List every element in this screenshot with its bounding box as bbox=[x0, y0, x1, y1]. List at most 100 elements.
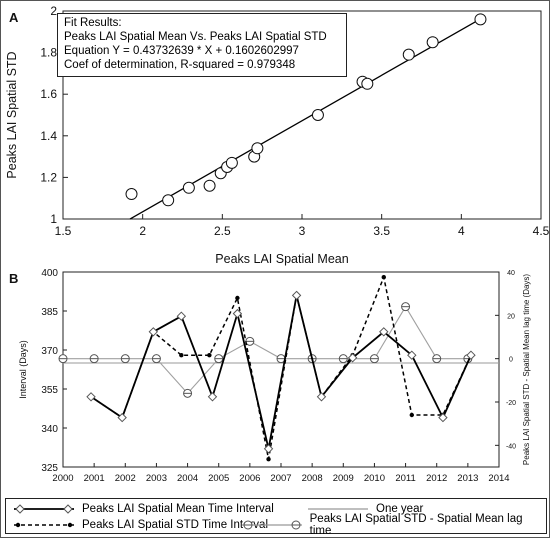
fit-title: Fit Results: bbox=[64, 17, 122, 29]
panel-b-x-tick-label: 2006 bbox=[239, 473, 260, 484]
panel-a-data-point bbox=[225, 156, 238, 169]
panel-b-x-tick-label: 2004 bbox=[177, 473, 198, 484]
legend-item-mean-interval: Peaks LAI Spatial Mean Time Interval bbox=[12, 501, 274, 517]
panel-a-data-point bbox=[203, 179, 216, 192]
panel-b-plot-area bbox=[62, 271, 500, 468]
panel-a-y-tick-label: 1 bbox=[50, 212, 57, 226]
panel-a-data-point bbox=[361, 77, 374, 90]
panel-a-data-point bbox=[311, 109, 324, 121]
panel-b-x-tick-label: 2007 bbox=[270, 473, 291, 484]
panel-a-x-tick-label: 2 bbox=[139, 224, 146, 238]
panel-b-y-tick-label: 325 bbox=[41, 463, 58, 474]
legend-label-mean-interval: Peaks LAI Spatial Mean Time Interval bbox=[82, 503, 274, 515]
panel-b-mean-interval-marker bbox=[86, 392, 96, 402]
panel-b-mean-interval-marker bbox=[232, 308, 243, 319]
panel-b-mean-interval-marker bbox=[438, 412, 448, 423]
legend-swatch-grey-line bbox=[308, 508, 368, 510]
panel-b-x-tick-label: 2005 bbox=[208, 473, 229, 484]
panel-a-x-tick-label: 4 bbox=[458, 224, 465, 238]
panel-b-y2-tick-label: 20 bbox=[507, 313, 515, 320]
fit-equation: Equation Y = 0.43732639 * X + 0.16026029… bbox=[64, 45, 299, 57]
panel-b-x-tick-label: 2008 bbox=[302, 473, 323, 484]
panel-b-mean-interval-line bbox=[90, 295, 472, 450]
panel-a-x-tick-label: 4.5 bbox=[533, 224, 550, 238]
panel-b-mean-interval-marker bbox=[207, 392, 218, 402]
legend-label-one-year: One year bbox=[376, 503, 424, 515]
panel-b-mean-interval-marker bbox=[379, 327, 389, 337]
fit-description: Peaks LAI Spatial Mean Vs. Peaks LAI Spa… bbox=[64, 31, 327, 43]
panel-a-data-point bbox=[182, 181, 195, 194]
panel-b-std-interval-marker bbox=[409, 412, 414, 418]
legend-item-one-year: One year bbox=[306, 501, 423, 517]
panel-a-data-point bbox=[125, 188, 138, 201]
panel-b-x-tick-label: 2000 bbox=[52, 473, 73, 484]
fit-results-box: Fit Results: Peaks LAI Spatial Mean Vs. … bbox=[57, 13, 347, 77]
panel-a-data-point bbox=[426, 36, 439, 49]
panel-b-x-tick-label: 2010 bbox=[364, 473, 385, 484]
panel-b-mean-interval-marker bbox=[263, 444, 274, 454]
panel-b-x-tick-label: 2002 bbox=[115, 473, 136, 484]
panel-b-mean-interval-marker bbox=[347, 353, 358, 363]
panel-b-x-tick-label: 2001 bbox=[84, 473, 105, 484]
legend-label-std-interval: Peaks LAI Spatial STD Time Interval bbox=[82, 519, 268, 531]
panel-b-mean-interval-marker bbox=[148, 327, 159, 337]
panel-a-x-axis-label: Peaks LAI Spatial Mean bbox=[215, 252, 348, 266]
panel-b-x-tick-label: 2013 bbox=[457, 473, 478, 484]
panel-a-y-tick-label: 1.2 bbox=[40, 170, 57, 184]
panel-b-mean-interval-marker bbox=[117, 412, 127, 423]
fit-r-squared: Coef of determination, R-squared = 0.979… bbox=[64, 59, 296, 71]
legend-swatch-dashed-line bbox=[14, 522, 74, 528]
panel-b-y-tick-label: 355 bbox=[41, 385, 58, 396]
legend-label-lag-time: Peaks LAI Spatial STD - Spatial Mean lag… bbox=[309, 513, 523, 537]
panel-b-y2-tick-label: 40 bbox=[507, 270, 515, 277]
panel-a-y-tick-label: 1.6 bbox=[40, 87, 57, 101]
panel-b-y2-tick-label: 0 bbox=[509, 357, 513, 364]
panel-a-x-tick-label: 1.5 bbox=[55, 224, 72, 238]
panel-b-std-interval-marker bbox=[179, 353, 184, 358]
panel-b-y-tick-label: 400 bbox=[41, 268, 58, 279]
panel-b-std-interval-marker bbox=[266, 457, 271, 462]
panel-b-y-tick-label: 340 bbox=[41, 424, 58, 435]
panel-b-y2-tick-label: -40 bbox=[506, 443, 516, 450]
panel-b-y-axis-label: Interval (Days) bbox=[18, 340, 28, 399]
panel-b-std-interval-line bbox=[90, 274, 472, 460]
panel-b-mean-interval-marker bbox=[291, 290, 302, 301]
legend-swatch-circle-line bbox=[242, 520, 302, 530]
panel-b-x-tick-label: 2011 bbox=[395, 473, 415, 484]
panel-b-mean-interval-marker bbox=[176, 311, 187, 321]
panel-b-y-tick-label: 370 bbox=[41, 346, 58, 357]
panel-b-y-tick-label: 385 bbox=[41, 307, 58, 318]
panel-a-y-tick-label: 1.8 bbox=[40, 46, 57, 60]
panel-b-x-tick-label: 2012 bbox=[426, 473, 447, 484]
panel-b-std-interval-marker bbox=[207, 353, 212, 358]
panel-b-y2-axis-label: Peaks LAI Spatial STD - Spatial Mean lag… bbox=[522, 274, 531, 466]
panel-a-x-tick-label: 3 bbox=[299, 224, 306, 238]
legend-swatch-diamond-line bbox=[14, 504, 74, 514]
panel-a-data-point bbox=[162, 194, 175, 207]
panel-a-data-point bbox=[251, 142, 264, 155]
panel-b-std-interval-marker bbox=[381, 275, 386, 280]
panel-b-x-tick-label: 2009 bbox=[333, 473, 354, 484]
panel-b-x-tick-label: 2003 bbox=[146, 473, 167, 484]
panel-b-letter: B bbox=[9, 271, 18, 286]
panel-a-data-point bbox=[402, 48, 415, 61]
panel-a-y-tick-label: 1.4 bbox=[40, 129, 57, 143]
panel-a-x-tick-label: 3.5 bbox=[373, 224, 390, 238]
panel-b-y2-tick-label: -20 bbox=[506, 400, 516, 407]
panel-b-mean-interval-marker bbox=[316, 392, 327, 402]
panel-a-data-point bbox=[474, 13, 487, 26]
legend: Peaks LAI Spatial Mean Time Interval One… bbox=[5, 498, 547, 537]
panel-a-y-tick-label: 2 bbox=[50, 4, 57, 18]
legend-item-lag-time: Peaks LAI Spatial STD - Spatial Mean lag… bbox=[240, 513, 546, 537]
panel-b-x-tick-label: 2014 bbox=[488, 473, 509, 484]
panel-a-letter: A bbox=[9, 10, 19, 25]
panel-a-y-axis-label: Peaks LAI Spatial STD bbox=[5, 51, 19, 178]
legend-item-std-interval: Peaks LAI Spatial STD Time Interval bbox=[12, 517, 268, 533]
panel-a-x-tick-label: 2.5 bbox=[214, 224, 231, 238]
panel-b-mean-interval-marker bbox=[466, 350, 476, 360]
panel-b-lag-time-line bbox=[63, 305, 468, 395]
panel-b-mean-interval-marker bbox=[407, 350, 417, 360]
panel-b-std-interval-marker bbox=[235, 295, 240, 301]
